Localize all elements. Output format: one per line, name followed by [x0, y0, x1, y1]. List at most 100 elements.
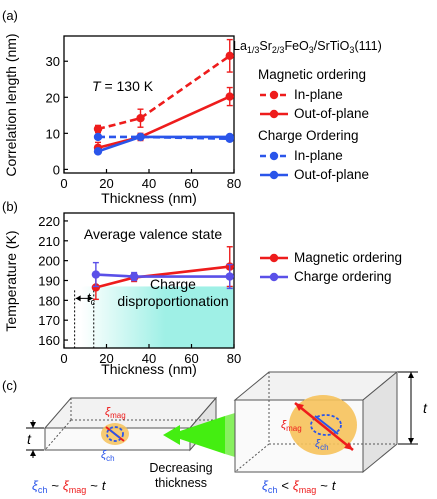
- rel-thin-mag: mag: [69, 485, 87, 495]
- data-point-b-1: [129, 272, 139, 281]
- charge-domain-thin: [106, 426, 124, 442]
- data-point-a-3: [93, 147, 103, 156]
- thickness-label-thick: t: [423, 400, 428, 416]
- legend-group-title-magnetic: Magnetic ordering: [258, 67, 366, 82]
- plot-frame-a: [63, 35, 235, 174]
- legend-label-magnetic-inplane: In-plane: [294, 87, 343, 102]
- material-title-part: Sr: [259, 39, 272, 53]
- x-tick-label-b: 20: [99, 351, 113, 366]
- panel-label-a: (a): [2, 8, 18, 23]
- temperature-symbol: T: [92, 78, 102, 94]
- material-title: La1/3Sr2/3FeO3/SrTiO3(111): [233, 39, 382, 55]
- data-point-a-3: [136, 132, 145, 142]
- legend-label-magnetic-ordering: Magnetic ordering: [294, 250, 402, 265]
- xi-ch-label-thick: ξch: [315, 438, 329, 452]
- axes-a: 0 20 40 60 80 0 10 20 30: [46, 54, 242, 191]
- tc-symbol: t: [87, 290, 92, 305]
- x-tick-label-b: 0: [60, 351, 67, 366]
- y-tick-label-b: 200: [38, 254, 60, 269]
- material-title-part: 3: [349, 45, 354, 55]
- series-group-b: [91, 246, 234, 301]
- y-tick-label-a: 0: [53, 162, 60, 177]
- x-tick-label-b: 60: [184, 351, 198, 366]
- xi-symbol-mag-thin: ξ: [105, 406, 111, 418]
- legend-b: Magnetic ordering Charge ordering: [260, 250, 402, 284]
- y-axis-label-b: Temperature (K): [3, 230, 19, 331]
- y-tick-label-b: 210: [38, 234, 60, 249]
- thin-film-domain: [101, 423, 129, 445]
- legend-entry-charge-ordering: [260, 272, 288, 282]
- axes-b: 0 20 40 60 80 160 170 180 190 200 210 220: [38, 214, 241, 366]
- legend-label-charge-inplane: In-plane: [294, 148, 343, 163]
- legend-entry-magnetic-inplane: [260, 90, 288, 100]
- rel-thin-xi-mag: ξ: [63, 478, 70, 493]
- relation-thick: ξch < ξmag ~ t: [262, 478, 337, 495]
- charge-arrow-thin: [109, 429, 121, 439]
- charge-arrow-thick: [314, 415, 339, 435]
- chart-ordering-temperature: 0 20 40 60 80 160 170 180 190 200 210 220 Thickness…: [3, 212, 402, 377]
- xi-sub-ch-thin: ch: [106, 454, 114, 463]
- panel-label-c: (c): [2, 378, 17, 393]
- legend-group-title-charge: Charge Ordering: [258, 128, 359, 143]
- arrow-label-thickness: thickness: [155, 476, 207, 490]
- xi-symbol-ch-thin: ξ: [101, 449, 107, 461]
- xi-sub-mag-thin: mag: [110, 411, 126, 420]
- y-tick-label-b: 180: [38, 293, 60, 308]
- magnetic-arrow-head-1: [295, 403, 304, 411]
- thickness-label-thin: t: [27, 431, 32, 447]
- data-point-b-1: [91, 270, 101, 279]
- x-tick-label-b: 80: [227, 351, 241, 366]
- legend-marker: [269, 90, 279, 100]
- legend-label-charge-ordering: Charge ordering: [294, 269, 392, 284]
- region-label-disproportionation: disproportionation: [117, 293, 228, 309]
- thickness-indicator-thin: [26, 420, 44, 458]
- tc-label: tc: [87, 290, 96, 307]
- legend-entry-charge-inplane: [260, 151, 288, 161]
- material-title-part: 1/3: [247, 45, 260, 55]
- data-point-a-3: [225, 132, 234, 142]
- region-label-charge: Charge: [150, 276, 196, 292]
- temperature-annotation: T = 130 K: [92, 78, 154, 94]
- x-tick-label-a: 0: [60, 176, 67, 191]
- material-title-part: (111): [354, 39, 381, 53]
- charge-disproportionation-region: [81, 286, 234, 348]
- legend-marker: [269, 253, 279, 263]
- decreasing-thickness-arrow: [163, 413, 235, 457]
- rel-thick-mag: mag: [299, 485, 317, 495]
- rel-thick-ch: ch: [268, 485, 278, 495]
- rel-thick-tilde: ~: [320, 478, 328, 493]
- material-title-part: 3: [309, 45, 314, 55]
- data-point-a-0: [93, 124, 103, 134]
- y-tick-label-b: 220: [38, 214, 60, 229]
- xi-sub-mag-thick: mag: [286, 424, 302, 433]
- rel-thin-tilde1: ~: [51, 478, 59, 493]
- xi-ch-label-thin: ξch: [101, 449, 115, 463]
- temperature-value: = 130 K: [101, 78, 154, 94]
- rel-thick-xi-ch: ξ: [262, 478, 269, 493]
- material-title-part: FeO: [284, 39, 309, 53]
- rel-thin-t: t: [102, 478, 107, 493]
- y-tick-label-a: 20: [46, 90, 60, 105]
- legend-entry-magnetic-ordering: [260, 253, 288, 263]
- schematic: ξmag ξch t ξch ~ ξmag ~ t Decreasing thickne…: [26, 370, 428, 495]
- relation-thin: ξch ~ ξmag ~ t: [32, 478, 107, 495]
- data-point-a-0: [136, 114, 145, 123]
- xi-symbol-ch-thick: ξ: [315, 438, 321, 450]
- y-tick-label-b: 190: [38, 274, 60, 289]
- rel-thick-t: t: [332, 478, 337, 493]
- xi-symbol-mag-thick: ξ: [281, 419, 287, 431]
- legend-label-magnetic-outofplane: Out-of-plane: [294, 106, 369, 121]
- legend-label-charge-outofplane: Out-of-plane: [294, 167, 369, 182]
- x-axis-label-a: Thickness (nm): [101, 190, 197, 206]
- tc-arrowhead-left: [75, 295, 81, 302]
- thick-film-domain: [289, 395, 357, 455]
- rel-thin-xi-ch: ξ: [32, 478, 39, 493]
- tc-arrowhead-right: [87, 295, 93, 302]
- rel-thick-xi-mag: ξ: [293, 478, 300, 493]
- arrow-label-decreasing: Decreasing: [149, 461, 212, 475]
- legend-entry-charge-outofplane: [260, 170, 288, 180]
- magnetic-arrow-thick: [294, 402, 354, 451]
- x-tick-label-a: 80: [227, 176, 241, 191]
- xi-mag-label-thick: ξmag: [281, 419, 302, 433]
- x-tick-label-a: 40: [142, 176, 156, 191]
